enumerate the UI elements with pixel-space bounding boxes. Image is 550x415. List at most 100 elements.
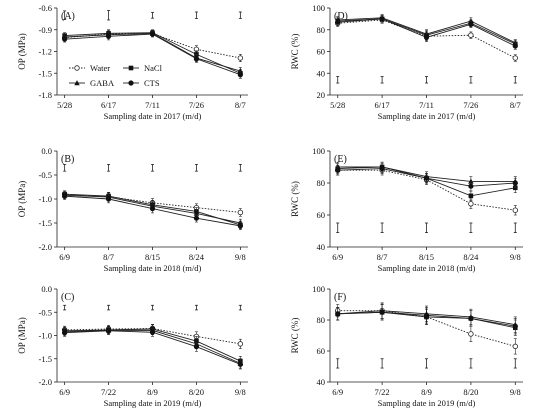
panel-label: (D): [334, 11, 348, 22]
point-cts: [423, 175, 430, 181]
legend: Water NaCl GABA CTS: [69, 63, 163, 88]
legend-label-gaba: GABA: [90, 78, 115, 88]
point-water: [237, 341, 244, 347]
point-water: [237, 209, 244, 216]
point-water: [512, 207, 518, 213]
y-tick-label: 0.0: [41, 284, 52, 294]
x-axis-label: Sampling date in 2017 (m/d): [378, 111, 476, 121]
point-cts: [62, 36, 68, 42]
panel-e: 40 60 80 100 6/9 8/7 8/15 8/24 9/8 Sampling date …: [290, 146, 523, 273]
x-tick-label: 8/7: [377, 252, 388, 262]
y-tick-label: 80: [317, 315, 326, 325]
legend-label-cts: CTS: [144, 78, 160, 88]
y-tick-label: 100: [312, 284, 325, 294]
x-tick-label: 8/7: [510, 100, 521, 110]
x-tick-label: 9/8: [510, 252, 521, 262]
point-cts: [193, 56, 200, 62]
point-cts: [237, 361, 243, 367]
x-tick-label: 7/26: [463, 100, 478, 110]
point-water: [468, 331, 474, 337]
y-axis-label: RWC (%): [290, 181, 300, 217]
x-tick-label: 8/9: [421, 387, 432, 397]
point-cts: [423, 312, 430, 318]
x-tick-label: 7/22: [101, 387, 116, 397]
y-tick-label: 100: [312, 146, 325, 156]
point-cts: [335, 167, 341, 173]
panel-b: -2.0 -1.5 -1.0 -0.5 0.0 6/9 8/7 8/15 8/24 9/8 Samp…: [17, 146, 248, 273]
x-tick-label: 5/28: [330, 100, 345, 110]
legend-marker-water: [74, 65, 80, 71]
panel-label: (B): [61, 154, 74, 165]
x-tick-label: 7/11: [419, 100, 434, 110]
y-tick-label: 0.0: [41, 146, 52, 156]
panel-d: 20 40 60 80 100 5/28 6/17 7/11 7/26 8/7 Sampling d…: [290, 3, 523, 121]
y-tick-label: -1.2: [39, 47, 52, 57]
y-tick-label: -2.0: [39, 242, 52, 252]
legend-marker-gaba: [74, 80, 80, 86]
point-cts: [512, 180, 518, 186]
point-cts: [379, 166, 385, 172]
point-cts: [193, 215, 200, 221]
x-tick-label: 8/7: [235, 100, 246, 110]
y-tick-label: -0.6: [39, 3, 52, 13]
y-tick-label: -0.5: [39, 170, 52, 180]
x-axis-label: Sampling date in 2019 (m/d): [104, 398, 202, 408]
y-axis-label: RWC (%): [290, 34, 300, 70]
y-tick-label: -2.0: [39, 377, 52, 387]
point-cts: [335, 311, 341, 317]
point-cts: [512, 323, 518, 329]
panel-label: (F): [334, 292, 346, 303]
y-tick-label: -0.9: [39, 25, 52, 35]
y-tick-label: 60: [317, 47, 326, 57]
x-tick-label: 5/28: [57, 100, 72, 110]
y-tick-label: 40: [317, 242, 326, 252]
x-tick-label: 8/7: [103, 252, 114, 262]
y-tick-label: -1.0: [39, 331, 52, 341]
legend-label-nacl: NaCl: [144, 63, 163, 73]
x-tick-label: 7/22: [375, 387, 390, 397]
x-tick-label: 7/26: [189, 100, 204, 110]
panel-label: (C): [61, 292, 74, 303]
x-tick-label: 8/24: [189, 252, 205, 262]
point-cts: [105, 33, 112, 39]
point-cts: [468, 315, 474, 322]
x-axis-label: Sampling date in 2019 (m/d): [378, 398, 476, 408]
x-tick-label: 6/17: [101, 100, 116, 110]
x-tick-label: 6/9: [332, 387, 343, 397]
point-cts: [105, 196, 112, 202]
y-tick-label: 20: [317, 90, 326, 100]
x-axis-label: Sampling date in 2018 (m/d): [378, 263, 476, 273]
y-tick-label: 100: [312, 3, 325, 13]
legend-label-water: Water: [90, 63, 110, 73]
point-water: [512, 343, 518, 350]
x-tick-label: 9/8: [235, 252, 246, 262]
y-tick-label: 60: [317, 210, 326, 220]
y-tick-label: -1.5: [39, 218, 52, 228]
x-tick-label: 7/11: [145, 100, 160, 110]
point-cts: [335, 19, 341, 25]
y-axis-label: RWC (%): [290, 318, 300, 354]
x-tick-label: 8/15: [145, 252, 160, 262]
point-water: [468, 201, 474, 207]
x-tick-label: 8/15: [419, 252, 434, 262]
point-cts: [512, 43, 518, 49]
point-cts: [149, 206, 156, 212]
point-water: [468, 32, 474, 38]
y-tick-label: 80: [317, 178, 326, 188]
y-axis-label: OP (MPa): [17, 181, 27, 217]
x-tick-label: 9/8: [510, 387, 521, 397]
point-cts: [468, 21, 474, 27]
y-tick-label: 60: [317, 346, 326, 356]
point-nacl: [468, 193, 474, 199]
point-cts: [62, 193, 68, 199]
point-cts: [193, 344, 200, 350]
point-cts: [62, 330, 68, 336]
panel-label: (A): [61, 11, 75, 22]
legend-marker-nacl: [128, 65, 134, 71]
y-tick-label: -1.5: [39, 68, 52, 78]
point-cts: [149, 31, 156, 37]
panel-label: (E): [334, 154, 347, 165]
point-cts: [423, 34, 430, 40]
point-cts: [105, 328, 112, 334]
y-tick-label: -1.5: [39, 354, 52, 364]
